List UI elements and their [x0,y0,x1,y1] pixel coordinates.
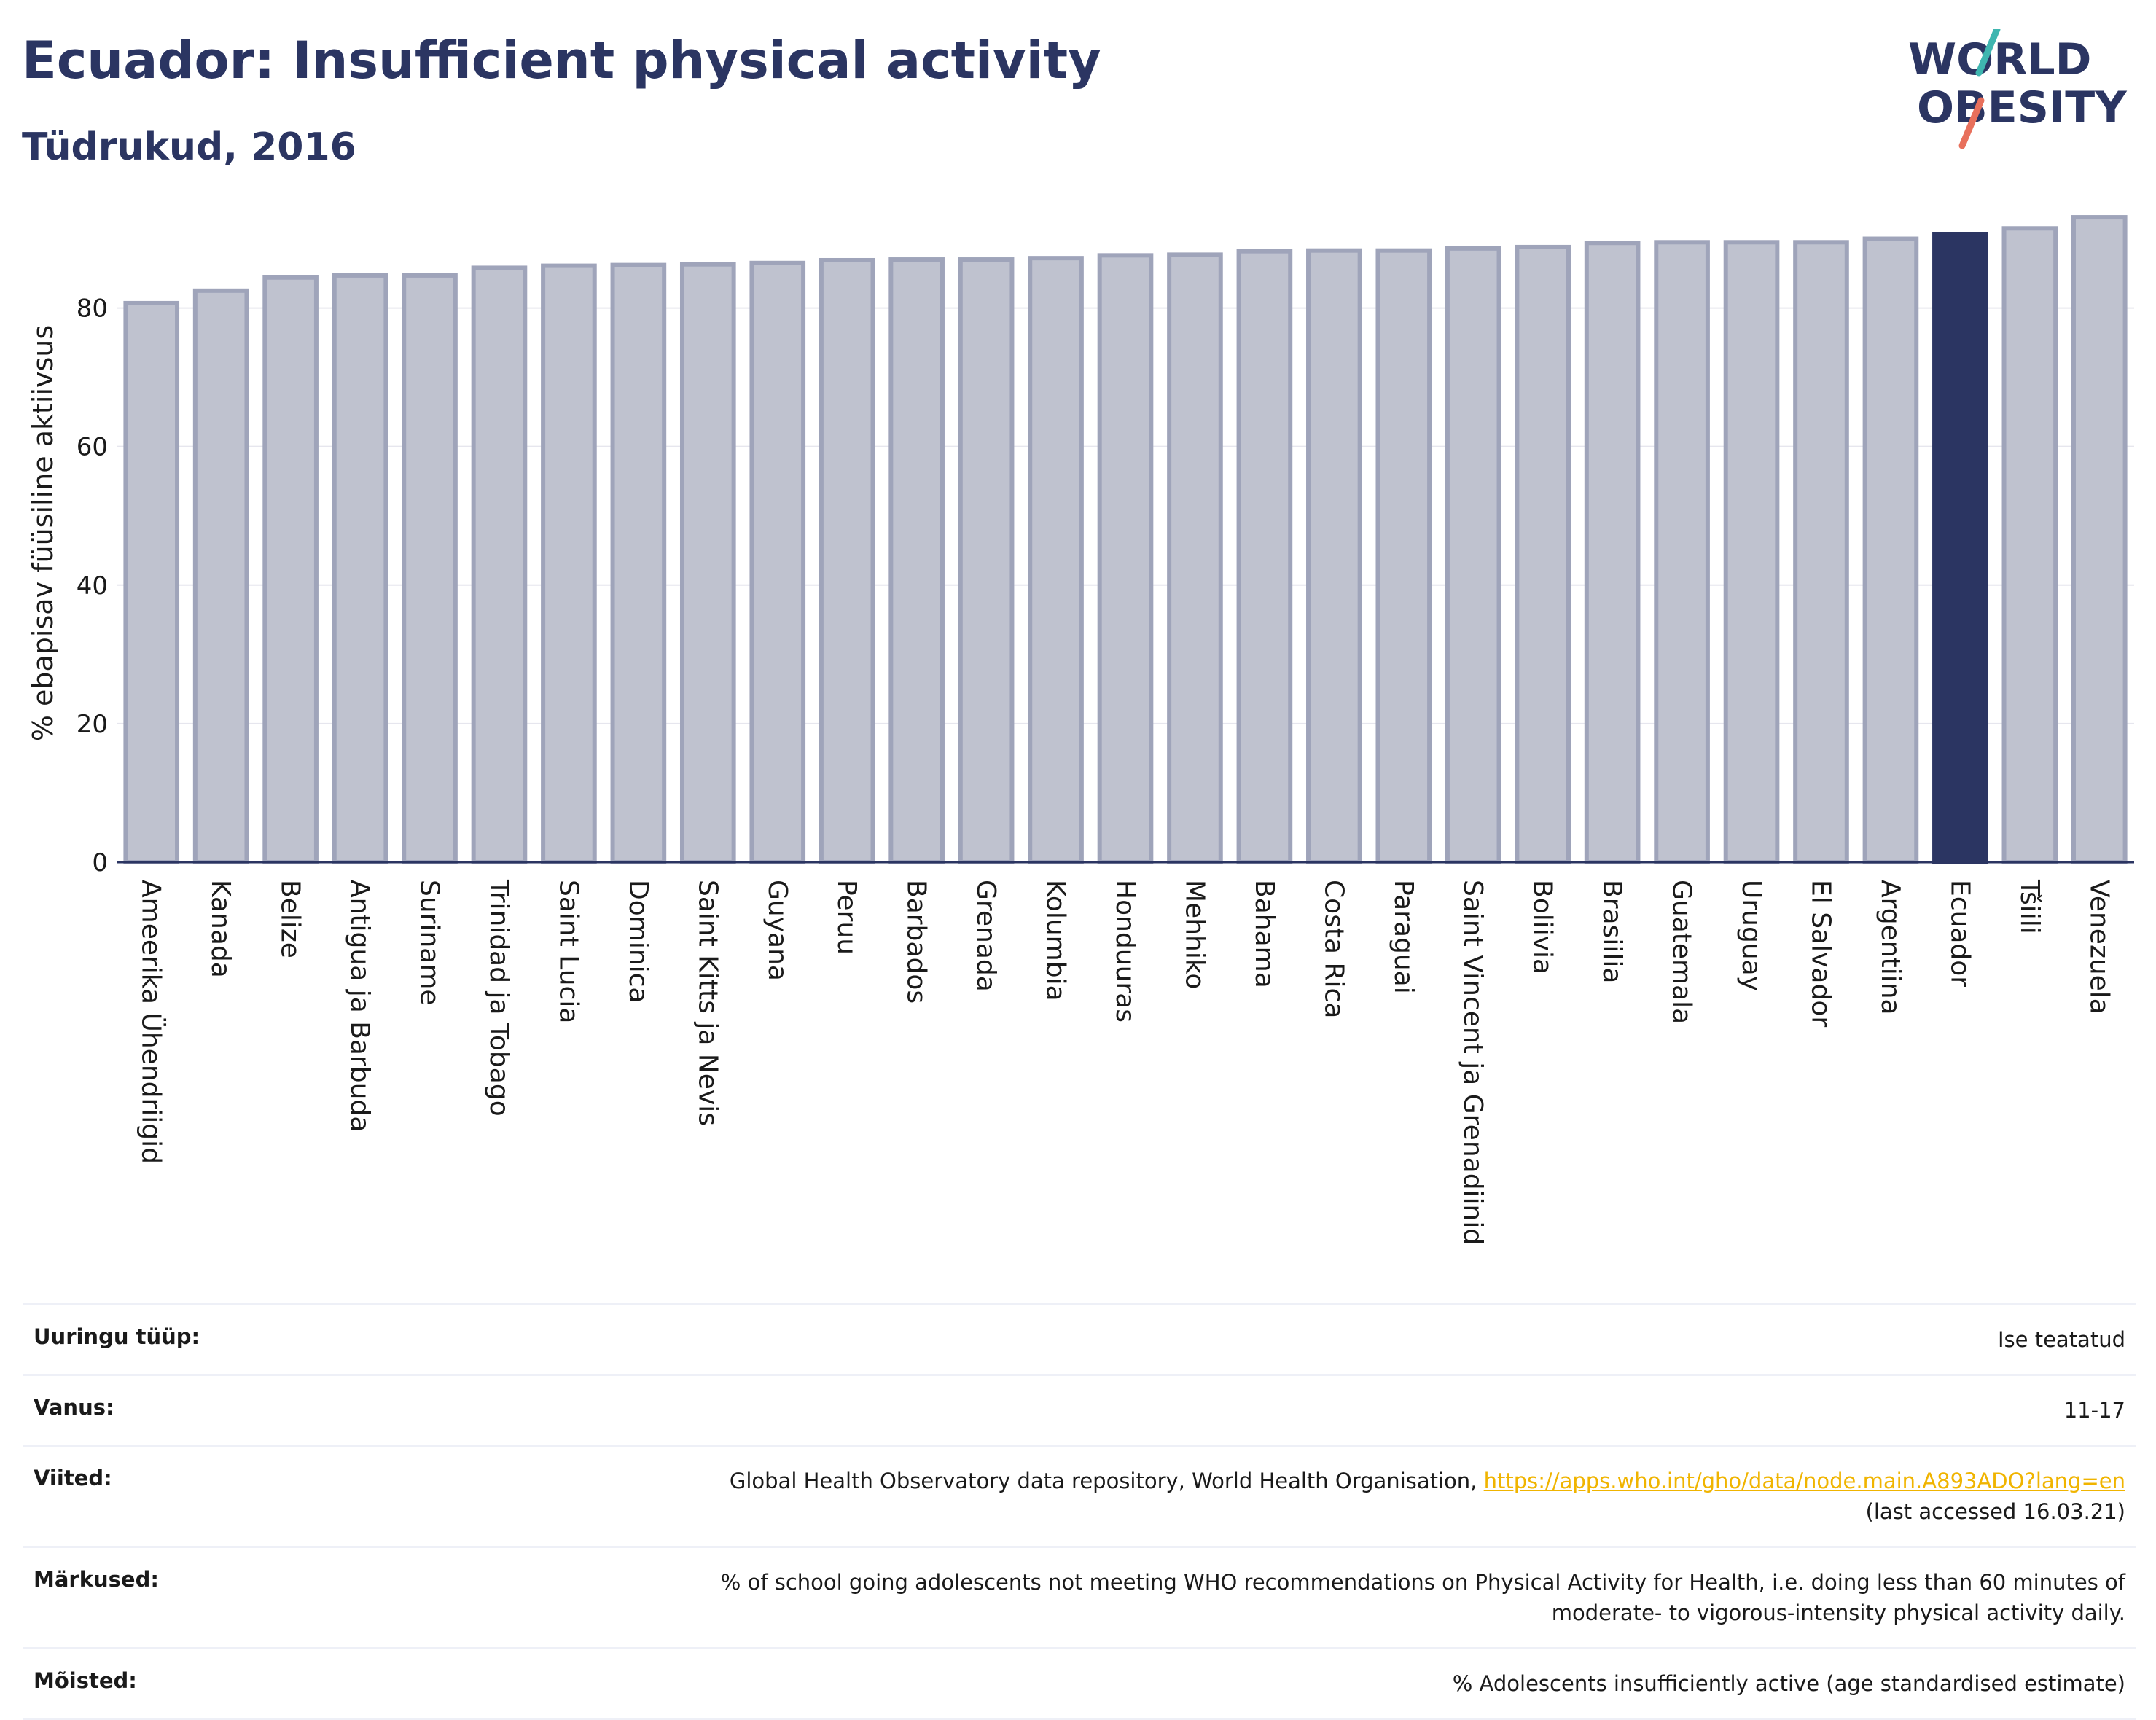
y-tick-label: 20 [77,710,108,739]
x-tick-label: Saint Vincent ja Grenadiinid [1458,880,1488,1245]
x-tick-label: Peruu [832,880,862,955]
bar [541,263,597,864]
bar [1167,252,1223,864]
info-value-access-date: (last accessed 16.03.21) [1865,1499,2125,1524]
x-tick-label: Argentiina [1875,880,1905,1015]
x-tick-label: Bahama [1249,880,1279,988]
reference-link[interactable]: https://apps.who.int/gho/data/node.main.… [1483,1469,2125,1493]
bar [192,288,249,864]
x-tick-label: Antigua ja Barbuda [345,880,375,1132]
x-tick-label: Guyana [762,880,792,981]
bar [1236,249,1293,864]
x-tick-label: Honduuras [1110,880,1140,1023]
bar [1793,240,1849,865]
bar [1515,244,1571,864]
bar [1584,241,1641,864]
info-row-definitions: Mõisted: % Adolescents insufficiently ac… [23,1647,2136,1720]
bar [2001,226,2058,864]
info-value: Ise teatatud [452,1303,2136,1375]
bar [1862,236,1919,864]
bar-chart: 0 20 40 60 80 % ebapisav füüsiline aktiivsus A… [27,215,2134,1245]
x-tick-label: Suriname [415,880,445,1006]
x-tick-label: Saint Lucia [553,880,583,1023]
x-tick-label: Belize [276,880,305,958]
bar [1028,256,1084,864]
info-value: Global Health Observatory data repositor… [729,1469,1484,1493]
x-tick-label: Mehhiko [1179,880,1209,989]
bar [1654,240,1710,865]
bar [471,265,528,864]
x-tick-label: Brasiilia [1597,880,1627,983]
y-axis-title: % ebapisav füüsiline aktiivsus [27,325,59,741]
info-label: Uuringu tüüp: [23,1303,452,1375]
x-tick-label: Barbados [902,880,931,1004]
bar [819,257,875,865]
info-value-cont: moderate- to vigorous-intensity physical… [1551,1600,2125,1625]
y-tick-label: 0 [92,848,108,877]
x-tick-label: Kanada [206,880,235,978]
x-tick-label: Paraguai [1388,880,1418,994]
x-tick-label: Boliivia [1528,880,1558,974]
bar [262,275,319,864]
info-row-survey-type: Uuringu tüüp: Ise teatatud [23,1303,2136,1375]
x-tick-label: Grenada [971,880,1001,992]
bar [1445,246,1501,864]
x-tick-label: Kolumbia [1041,880,1071,1001]
info-label: Märkused: [23,1546,452,1649]
bar [332,273,388,864]
info-table: Uuringu tüüp: Ise teatatud Vanus: 11-17 … [23,1303,2136,1720]
bar [610,262,667,864]
bar [749,260,806,864]
x-tick-label: El Salvador [1805,880,1835,1027]
info-label: Viited: [23,1445,452,1547]
bar [1932,232,1988,864]
x-tick-label: Ecuador [1945,880,1975,987]
chart-subtitle: Tüdrukud, 2016 [22,125,356,169]
info-row-age: Vanus: 11-17 [23,1374,2136,1446]
logo-slash-red [1958,97,1985,149]
info-row-references: Viited: Global Health Observatory data r… [23,1445,2136,1547]
bar [1097,253,1154,865]
x-tick-label: Uruguay [1736,880,1766,991]
x-tick-label: Guatemala [1667,880,1697,1024]
x-tick-label: Costa Rica [1319,880,1348,1018]
logo-text-world: WORLD [1908,34,2091,85]
info-row-notes: Märkused: % of school going adolescents … [23,1546,2136,1649]
bar [1306,248,1362,865]
info-label: Vanus: [23,1374,452,1446]
y-tick-label: 80 [77,294,108,324]
logo-slash-teal [1975,29,2001,77]
x-tick-label: Trinidad ja Tobago [484,879,514,1117]
info-label: Mõisted: [23,1647,452,1720]
x-tick-label: Ameerika Ühendriigid [136,880,167,1164]
bar [958,257,1015,864]
info-value: % of school going adolescents not meetin… [720,1570,2125,1595]
info-value: 11-17 [452,1374,2136,1446]
y-tick-label: 60 [77,433,108,462]
x-tick-label: Tšiili [2015,879,2044,934]
world-obesity-logo: WORLD OBESITY [1908,29,2128,149]
y-tick-label: 40 [77,571,108,601]
x-tick-label: Venezuela [2084,880,2114,1015]
x-tick-label: Saint Kitts ja Nevis [692,880,722,1126]
bar [888,257,945,864]
bar [123,300,180,864]
chart-title: Ecuador: Insufficient physical activity [22,31,1101,90]
logo-text-obesity: OBESITY [1917,82,2128,133]
info-value: % Adolescents insufficiently active (age… [452,1647,2136,1720]
bar [402,273,458,864]
x-tick-label: Dominica [623,880,653,1004]
bar [2071,215,2128,864]
bar [1723,240,1780,865]
bar [1375,248,1432,865]
bar [679,262,736,864]
